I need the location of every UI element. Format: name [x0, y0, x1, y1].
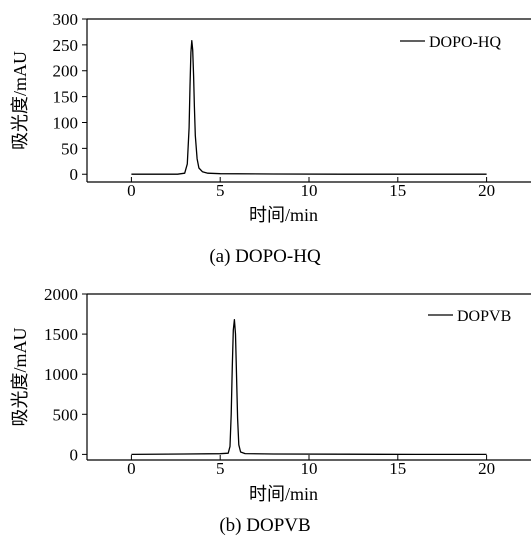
chart-caption: (a) DOPO-HQ [209, 246, 321, 267]
x-axis-title: 时间/min [249, 205, 318, 225]
y-axis-title: 吸光度/mAU [10, 51, 30, 150]
y-tick-label: 2000 [44, 285, 78, 304]
y-tick-label: 500 [53, 405, 79, 424]
y-tick-label: 100 [53, 113, 79, 132]
x-tick-label: 0 [127, 181, 136, 200]
series-line-dopo-hq [131, 40, 487, 175]
x-tick-label: 5 [216, 459, 225, 478]
y-tick-label: 200 [53, 62, 79, 81]
y-tick-label: 0 [70, 165, 79, 184]
y-tick-label: 150 [53, 88, 79, 107]
chart-panel-b: 0 5 10 15 20 0 500 1000 1500 2000 时间/min 吸光度/mAU DOP… [10, 285, 531, 536]
y-tick-label: 50 [61, 139, 78, 158]
y-tick-label: 1500 [44, 325, 78, 344]
legend-label: DOPO-HQ [429, 34, 501, 51]
y-tick-label: 250 [53, 36, 79, 55]
x-tick-label: 15 [389, 459, 406, 478]
chart-caption: (b) DOPVB [219, 515, 310, 536]
chart-panel-a: 0 5 10 15 20050100150200250300时间/min吸光度/mAUD… [10, 10, 531, 267]
y-axis-title: 吸光度/mAU [10, 327, 30, 426]
x-tick-label: 5 [216, 181, 225, 200]
y-tick-label: 0 [70, 445, 79, 464]
x-tick-label: 0 [127, 459, 136, 478]
x-tick-label: 20 [478, 459, 495, 478]
x-tick-label: 15 [389, 181, 406, 200]
y-tick-label: 1000 [44, 365, 78, 384]
x-tick-label: 10 [301, 459, 318, 478]
x-tick-label: 10 [301, 181, 318, 200]
legend-label: DOPVB [457, 308, 511, 325]
x-axis-title: 时间/min [249, 484, 318, 504]
series-line-dopvb [131, 319, 487, 456]
x-tick-label: 20 [478, 181, 495, 200]
y-tick-label: 300 [53, 10, 79, 29]
